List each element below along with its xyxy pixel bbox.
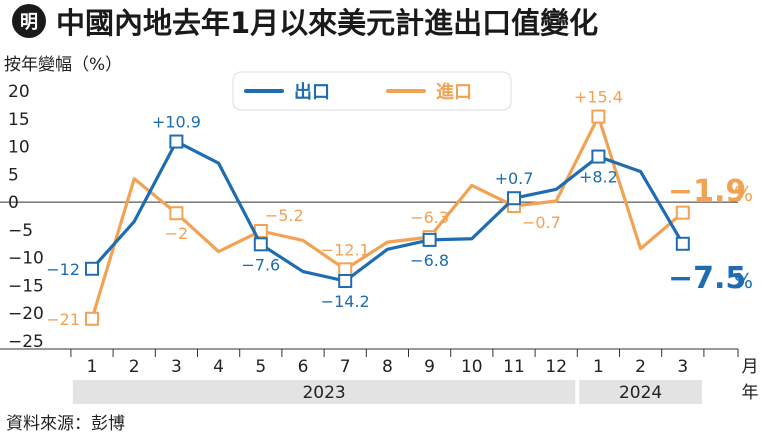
data-label-import: −12.1 <box>321 240 370 259</box>
latest-unit-import: % <box>734 182 753 206</box>
x-tick-label: 7 <box>340 357 351 377</box>
y-tick-label: 20 <box>8 82 30 102</box>
x-tick-label: 2 <box>129 357 140 377</box>
y-tick-label: −5 <box>8 221 33 241</box>
y-axis: 20 15 10 5 0 −5 −10 −15 −20 −25 <box>0 82 738 352</box>
data-point-export <box>338 274 353 288</box>
x-tick-label: 5 <box>255 357 266 377</box>
data-label-import: −21 <box>46 310 80 329</box>
x-tick-label: 4 <box>213 357 224 377</box>
data-point-export <box>675 236 690 251</box>
header: 明 中國內地去年1月以來美元計進出口值變化 <box>12 4 598 40</box>
data-point-export <box>507 191 521 206</box>
data-label-import: −2 <box>165 224 189 243</box>
y-tick-label: −20 <box>8 304 44 324</box>
data-label-export: −6.8 <box>410 251 449 270</box>
data-label-export: −7.6 <box>241 255 280 274</box>
year-band <box>579 380 702 404</box>
data-label-export: +0.7 <box>495 169 534 188</box>
y-tick-label: 0 <box>8 193 19 213</box>
data-point-export <box>253 237 268 252</box>
logo-char: 明 <box>20 12 38 33</box>
data-point-import <box>85 311 99 326</box>
data-point-import <box>591 109 606 124</box>
series-lines <box>85 109 690 326</box>
y-tick-label: −15 <box>8 276 44 296</box>
data-label-export: +10.9 <box>152 113 201 132</box>
year-label: 2024 <box>619 383 662 403</box>
data-label-export: −14.2 <box>321 292 370 311</box>
latest-value-export: −7.5 <box>668 261 746 296</box>
x-tick-label: 9 <box>424 357 435 377</box>
x-tick-label: 8 <box>382 357 393 377</box>
x-tick-label: 1 <box>593 357 604 377</box>
data-point-export <box>85 261 99 276</box>
legend-box <box>232 71 512 111</box>
year-band <box>72 380 576 404</box>
data-label-export: +8.2 <box>579 168 618 187</box>
latest-unit-export: % <box>734 269 753 293</box>
data-point-import <box>169 206 184 221</box>
y-axis-label: 按年變幅（%） <box>4 55 122 75</box>
month-unit-label: 月 <box>742 357 759 377</box>
y-tick-label: −10 <box>8 249 44 269</box>
data-point-export <box>169 134 184 149</box>
y-tick-label: −25 <box>8 332 44 352</box>
latest-value-import: −1.9 <box>668 174 746 209</box>
y-tick-label: 5 <box>8 165 19 185</box>
legend-label-import: 進口 <box>436 81 472 103</box>
x-tick-label: 3 <box>677 357 688 377</box>
data-label-import: +15.4 <box>574 88 623 107</box>
source-note: 資料來源：彭博 <box>6 414 125 434</box>
data-label-import: −6.3 <box>410 208 449 227</box>
data-labels: −12 +10.9 −7.6 −14.2 −6.8 +0.7 +8.2 −7.5% −21 −2 −… <box>46 88 753 329</box>
data-point-import <box>338 262 353 277</box>
data-label-export: −12 <box>46 260 80 279</box>
data-label-import: −5.2 <box>265 206 304 225</box>
year-unit-label: 年 <box>742 383 759 403</box>
chart-title: 中國內地去年1月以來美元計進出口值變化 <box>56 6 598 40</box>
x-tick-label: 10 <box>461 357 483 377</box>
x-tick-label: 2 <box>635 357 646 377</box>
data-point-import <box>675 205 690 220</box>
y-tick-label: 10 <box>8 138 30 158</box>
legend: 出口 進口 <box>232 71 512 111</box>
data-point-export <box>422 232 437 247</box>
x-tick-label: 11 <box>503 357 525 377</box>
legend-label-export: 出口 <box>294 81 330 103</box>
data-label-import: −0.7 <box>522 213 561 232</box>
logo-badge <box>12 4 46 38</box>
x-tick-label: 6 <box>298 357 309 377</box>
x-tick-label: 1 <box>87 357 98 377</box>
y-tick-label: 15 <box>8 110 30 130</box>
x-tick-label: 3 <box>171 357 182 377</box>
data-point-export <box>591 149 606 164</box>
x-tick-label: 12 <box>545 357 567 377</box>
year-label: 2023 <box>302 383 345 403</box>
